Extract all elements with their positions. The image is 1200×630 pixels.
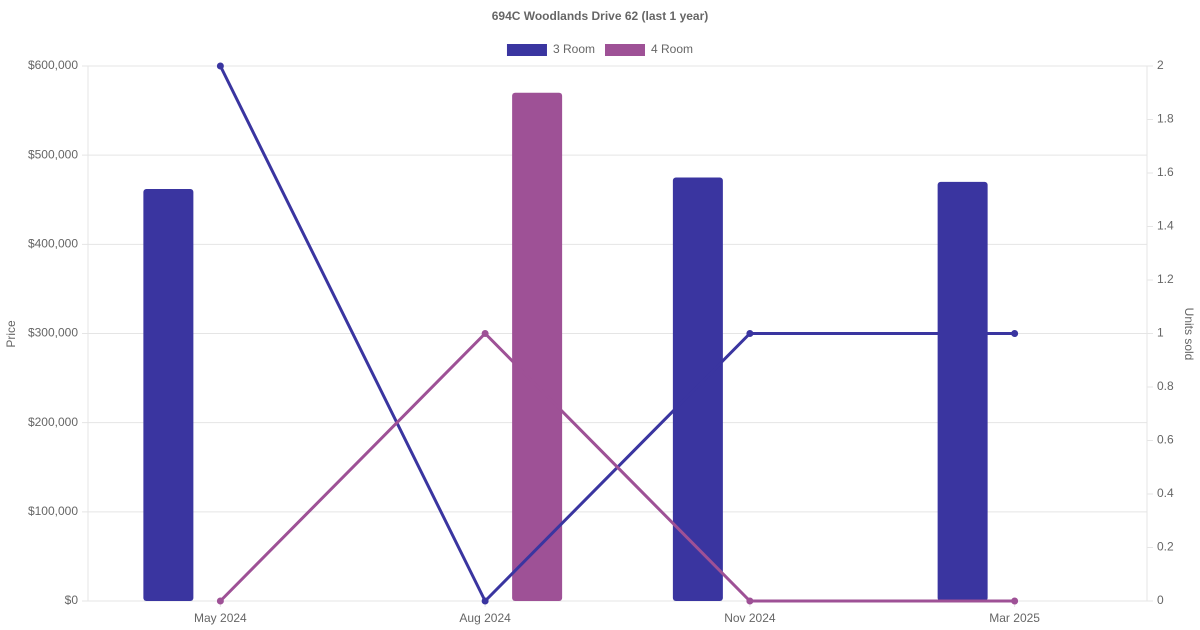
legend-swatch [506,44,547,56]
legend-label: 3 Room [553,42,595,56]
line-point [746,330,754,337]
bar [143,189,194,602]
y2-axis-title: Units sold [1182,308,1196,361]
line [219,331,1015,603]
x-tick-label: Nov 2024 [724,611,776,625]
y-tick-label: $200,000 [28,415,78,429]
bar [937,181,988,601]
y-tick-label: $500,000 [28,147,78,161]
line-point [1011,330,1019,337]
y2-tick-label: 1.8 [1157,112,1174,126]
y2-tick-label: 0.2 [1157,540,1174,554]
y2-tick-label: 0.6 [1157,433,1174,447]
line-point [216,597,224,605]
y-tick-label: $300,000 [28,326,78,340]
y-tick-label: $100,000 [28,504,78,518]
y2-tick-label: 2 [1157,58,1164,72]
line-point [216,62,224,70]
y-tick-label: $600,000 [28,58,78,72]
y2-tick-label: 1 [1157,326,1164,340]
y2-tick-label: 1.2 [1157,272,1174,286]
y-axis-title: Price [4,320,18,348]
y2-tick-label: 0.4 [1157,486,1174,500]
y2-tick-label: 1.4 [1157,219,1174,233]
y2-tick-label: 1.6 [1157,165,1174,179]
y-tick-label: $400,000 [28,237,78,251]
bar [672,177,723,602]
chart-title: 694C Woodlands Drive 62 (last 1 year) [492,9,709,23]
y2-tick-label: 0 [1157,593,1164,607]
bar [512,92,563,601]
x-tick-label: May 2024 [194,611,247,625]
legend-label: 4 Room [651,42,693,56]
line-point [746,597,754,605]
line-point [1011,597,1019,605]
x-tick-label: Mar 2025 [989,611,1040,625]
legend-swatch [605,44,645,56]
y2-tick-label: 0.8 [1157,379,1174,393]
y-tick-label: $0 [65,593,79,607]
x-tick-label: Aug 2024 [459,611,511,625]
line-point [481,597,489,605]
line-point [481,330,489,337]
